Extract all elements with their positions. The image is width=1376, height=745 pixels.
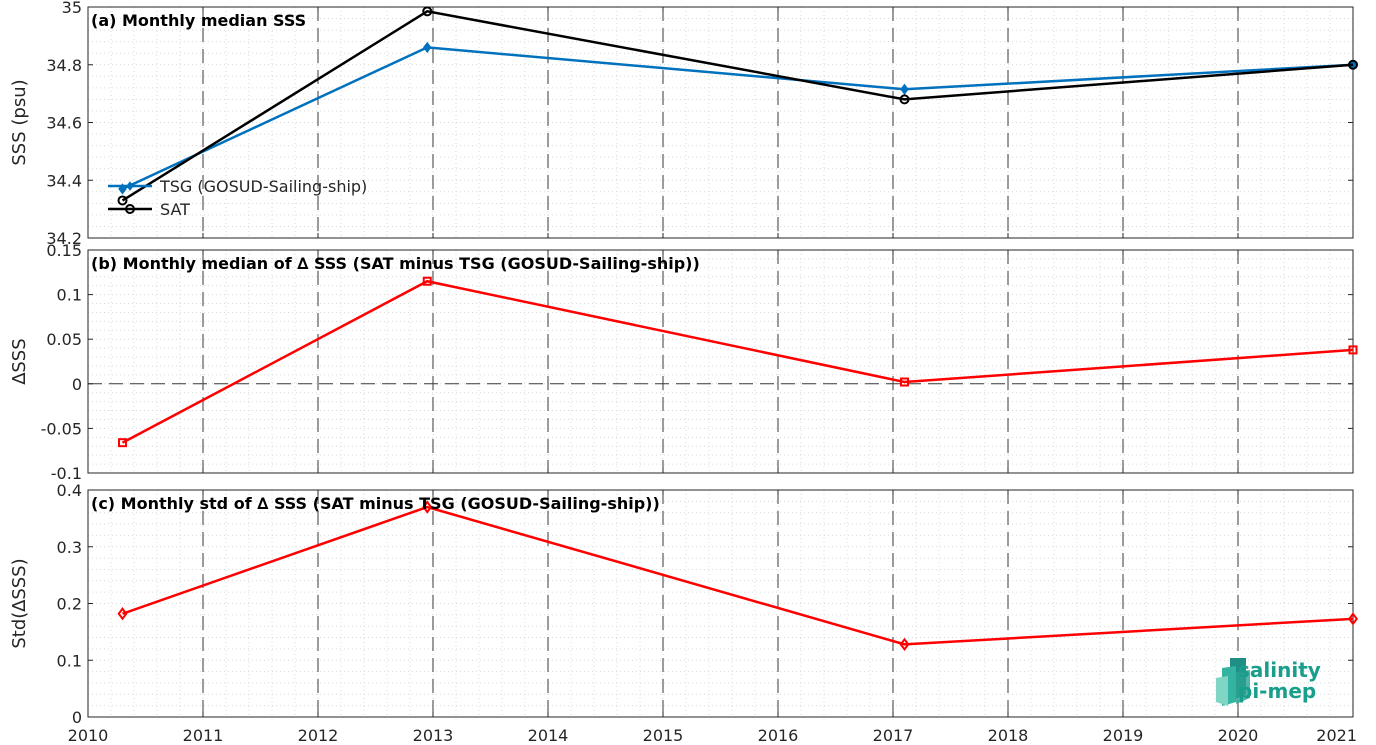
series-line xyxy=(121,46,1354,191)
data-point xyxy=(1348,59,1358,70)
x-tick-label: 2020 xyxy=(1218,726,1259,745)
y-tick-label: 34.2 xyxy=(46,229,82,248)
salinity-pi-mep-logo: salinity pi-mep xyxy=(1216,658,1321,706)
data-point xyxy=(900,377,909,387)
y-axis-label: Std(∆SSS) xyxy=(9,558,30,648)
series-0 xyxy=(117,500,1358,652)
x-tick-label: 2012 xyxy=(298,726,339,745)
series-line xyxy=(121,10,1354,202)
grid xyxy=(87,6,1354,239)
x-tick-label: 2017 xyxy=(873,726,914,745)
x-tick-label: 2014 xyxy=(528,726,569,745)
legend-label: SAT xyxy=(160,200,190,219)
series-line xyxy=(122,505,1354,646)
y-axis-label: SSS (psu) xyxy=(9,79,30,165)
y-tick-label: 34.8 xyxy=(46,56,82,75)
year-lines xyxy=(202,250,1239,473)
panel-title: (b) Monthly median of ∆ SSS (SAT minus T… xyxy=(91,254,700,273)
panel-title: (a) Monthly median SSS xyxy=(91,11,306,30)
data-point xyxy=(422,276,432,286)
data-point xyxy=(1348,612,1358,626)
x-tick-label: 2021 xyxy=(1316,726,1357,745)
x-tick-labels: 2010 2011 2012 2013 2014 2015 2016 2017 2018 2019… xyxy=(68,726,1357,745)
panel-a: 34.2 34.4 34.6 34.8 35 SSS (psu) (a) Monthly m… xyxy=(9,0,1358,248)
logo-line1: salinity xyxy=(1238,658,1321,682)
y-tick-label: -0.05 xyxy=(41,419,82,438)
data-point xyxy=(118,438,127,448)
data-point xyxy=(1348,345,1358,355)
x-tick-label: 2016 xyxy=(758,726,799,745)
y-tick-label: 0.2 xyxy=(57,595,82,614)
series-0 xyxy=(118,276,1358,448)
year-lines xyxy=(202,490,1239,717)
year-lines xyxy=(202,7,1239,238)
panel-b: -0.1 -0.05 0 0.05 0.1 0.15 ∆SSS (b) Monthly med… xyxy=(9,241,1358,483)
y-tick-label: 0 xyxy=(72,708,82,727)
y-tick-label: 34.4 xyxy=(46,171,82,190)
series-1 xyxy=(117,6,1358,206)
data-point xyxy=(899,637,910,652)
data-point xyxy=(117,195,128,206)
y-tick-label: 0.1 xyxy=(57,651,82,670)
y-tick-label: 35 xyxy=(62,0,82,17)
y-tick-label: 0 xyxy=(72,375,82,394)
x-tick-label: 2011 xyxy=(183,726,224,745)
x-tick-label: 2015 xyxy=(643,726,684,745)
y-tick-label: 0.4 xyxy=(57,481,82,500)
axes-box xyxy=(87,249,1354,474)
y-tick-label: 0.15 xyxy=(46,241,82,260)
data-point xyxy=(900,83,909,95)
grid xyxy=(87,489,1354,718)
data-point xyxy=(422,500,433,514)
data-point xyxy=(423,41,432,54)
data-point xyxy=(422,6,433,17)
x-tick-label: 2010 xyxy=(68,726,109,745)
legend: TSG (GOSUD-Sailing-ship) SAT xyxy=(108,177,367,219)
x-tick-label: 2018 xyxy=(988,726,1029,745)
y-axis-label: ∆SSS xyxy=(9,338,30,385)
legend-label: TSG (GOSUD-Sailing-ship) xyxy=(159,177,367,196)
x-tick-label: 2019 xyxy=(1103,726,1144,745)
y-tick-label: -0.1 xyxy=(51,464,82,483)
y-tick-label: 34.6 xyxy=(46,114,82,133)
series-0 xyxy=(118,41,1358,195)
y-tick-label: 0.3 xyxy=(57,538,82,557)
data-point xyxy=(117,607,128,621)
series-line xyxy=(121,279,1354,444)
y-tick-label: 0.1 xyxy=(57,286,82,305)
data-point xyxy=(899,94,910,105)
panel-title: (c) Monthly std of ∆ SSS (SAT minus TSG … xyxy=(91,494,660,513)
x-tick-label: 2013 xyxy=(413,726,454,745)
panel-c: 0 0.1 0.2 0.3 0.4 Std(∆SSS) (c) Monthly std of… xyxy=(9,481,1358,727)
logo-line2: pi-mep xyxy=(1238,679,1316,703)
y-tick-label: 0.05 xyxy=(46,330,82,349)
